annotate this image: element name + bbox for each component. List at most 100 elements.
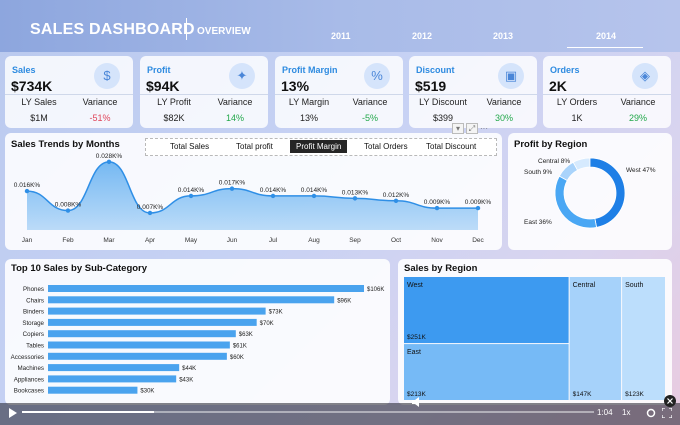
kpi-ly-value: $82K <box>163 113 185 123</box>
discount-icon: ▣ <box>498 63 524 89</box>
trend-x-tick: Jul <box>269 237 278 244</box>
kpi-divider <box>275 94 403 95</box>
focus-mode-icon[interactable]: ⤢ <box>466 123 478 134</box>
trend-data-label: 0.008K% <box>55 202 82 209</box>
kpi-label: Orders <box>550 65 580 75</box>
year-filter-2011[interactable]: 2011 <box>331 31 351 41</box>
trend-data-label: 0.009K% <box>424 199 451 206</box>
donut-label: West 47% <box>626 167 656 174</box>
bar <box>48 386 138 394</box>
kpi-variance-value: 29% <box>628 113 647 123</box>
volume-icon[interactable] <box>412 397 424 407</box>
trend-point <box>147 210 153 216</box>
kpi-card-orders: Orders 2K ◈ LY Orders Variance 1K 29% <box>543 56 671 128</box>
year-filter-2014[interactable]: 2014 <box>596 31 617 41</box>
bar-category-label: Accessories <box>11 354 44 361</box>
treemap-cell <box>622 277 665 400</box>
bar-value-label: $43K <box>179 377 193 383</box>
play-icon[interactable] <box>8 408 18 418</box>
trend-point <box>106 159 112 165</box>
tab-total-profit[interactable]: Total profit <box>236 142 273 151</box>
close-overlay-icon[interactable] <box>664 395 676 407</box>
kpi-value: 13% <box>281 78 310 94</box>
kpi-divider <box>543 94 671 95</box>
trend-data-label: 0.016K% <box>14 182 41 189</box>
donut-slice <box>558 161 579 182</box>
sales-icon: $ <box>94 63 120 89</box>
tab-total-sales[interactable]: Total Sales <box>170 142 210 151</box>
kpi-variance-label: Variance <box>352 97 388 107</box>
filter-icon[interactable]: ▾ <box>452 123 464 134</box>
kpi-ly-value: $1M <box>30 113 48 123</box>
bar-category-label: Copiers <box>23 331 44 338</box>
trend-x-tick: Dec <box>472 237 484 244</box>
bar-category-label: Chairs <box>26 297 44 304</box>
kpi-ly-label: LY Margin <box>288 97 330 107</box>
kpi-value: $94K <box>146 78 180 94</box>
bar <box>48 330 236 338</box>
treemap-cell <box>569 277 622 400</box>
kpi-variance-label: Variance <box>620 97 656 107</box>
bar-value-label: $63K <box>239 332 253 338</box>
treemap-value-label: $147K <box>573 391 592 398</box>
kpi-divider <box>5 94 133 95</box>
sales-trend-chart: 0.016K% Jan 0.008K% Feb 0.028K% Mar 0.007K% Apr… <box>14 153 492 244</box>
margin-icon: % <box>364 63 390 89</box>
trend-point <box>229 186 235 191</box>
trend-x-tick: Nov <box>431 237 443 244</box>
bar <box>48 307 266 315</box>
treemap-region-label: West <box>407 282 423 289</box>
video-progress-bar[interactable] <box>22 411 594 413</box>
trend-data-label: 0.013K% <box>342 189 369 196</box>
treemap-region-label: East <box>407 349 421 356</box>
video-progress-fill <box>22 411 154 413</box>
bar-category-label: Machines <box>18 365 44 372</box>
bar <box>48 285 364 292</box>
kpi-ly-label: LY Profit <box>157 97 191 107</box>
tab-total-orders[interactable]: Total Orders <box>364 142 408 151</box>
trend-point <box>270 193 276 199</box>
subcategory-title: Top 10 Sales by Sub-Category <box>11 263 148 274</box>
metric-tabs: Total Sales Total profit Profit Margin T… <box>145 138 497 156</box>
treemap-value-label: $213K <box>407 391 426 398</box>
more-options-icon[interactable]: ··· <box>480 124 488 133</box>
treemap-region-label: Central <box>573 282 596 289</box>
kpi-label: Discount <box>416 65 455 75</box>
trend-x-tick: Aug <box>308 237 320 244</box>
trend-data-label: 0.009K% <box>465 199 492 206</box>
kpi-card-sales: Sales $734K $ LY Sales Variance $1M -51% <box>5 56 133 128</box>
kpi-card-profit-margin: Profit Margin 13% % LY Margin Variance 1… <box>275 56 403 128</box>
bar-category-label: Tables <box>26 343 44 350</box>
settings-icon[interactable] <box>646 408 656 418</box>
kpi-variance-value: -51% <box>89 113 111 123</box>
trend-area <box>27 161 478 230</box>
year-filter-2012[interactable]: 2012 <box>412 31 433 41</box>
visual-toolbar: ▾ ⤢ ··· <box>452 123 488 134</box>
tab-total-discount[interactable]: Total Discount <box>426 142 477 151</box>
kpi-label: Sales <box>12 65 36 75</box>
trend-data-label: 0.007K% <box>137 204 164 211</box>
title-divider <box>186 18 187 40</box>
sales-region-treemap: West $251K East $213K Central $147K South $123K <box>404 277 665 400</box>
sales-region-title: Sales by Region <box>404 263 478 274</box>
subcategory-bar-chart: Phones $106K Chairs $96K Binders $73K Storage $… <box>11 285 384 395</box>
bar-value-label: $96K <box>337 298 351 304</box>
bar-value-label: $73K <box>269 310 283 316</box>
bar-value-label: $106K <box>367 287 384 293</box>
year-filter-2013[interactable]: 2013 <box>493 31 514 41</box>
profit-icon: ✦ <box>229 63 255 89</box>
bar-category-label: Storage <box>22 320 44 327</box>
video-player-bar: 1:04 1x <box>0 397 680 425</box>
treemap-cell <box>404 277 569 344</box>
kpi-ly-label: LY Discount <box>419 97 467 107</box>
fullscreen-icon[interactable] <box>662 408 672 418</box>
trend-point <box>475 205 481 211</box>
trend-x-tick: Oct <box>391 237 401 244</box>
donut-slice <box>589 157 626 228</box>
playback-speed[interactable]: 1x <box>622 408 631 417</box>
bar-value-label: $70K <box>260 321 274 327</box>
tab-profit-margin[interactable]: Profit Margin <box>290 140 348 153</box>
page-title: SALES DASHBOARD <box>30 21 195 38</box>
bar <box>48 318 257 326</box>
trend-data-label: 0.012K% <box>383 192 410 199</box>
